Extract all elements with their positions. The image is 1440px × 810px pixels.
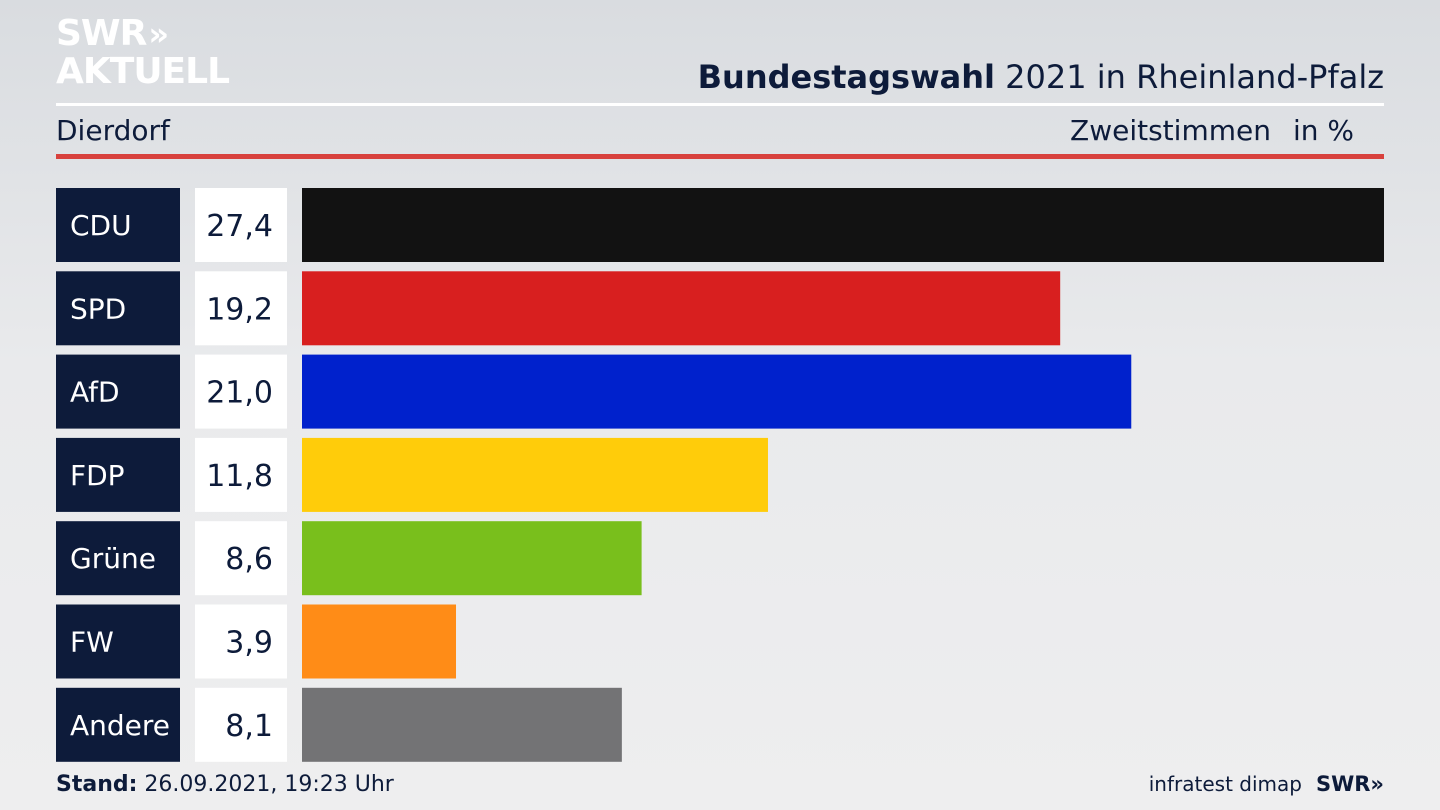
- page-title: Bundestagswahl 2021 in Rheinland-Pfalz: [698, 58, 1384, 96]
- party-label-box-fdp: [56, 437, 180, 512]
- party-label-grne: Grüne: [70, 542, 156, 575]
- party-label-box-fw: [56, 604, 180, 679]
- measure-label: Zweitstimmen in %: [1070, 114, 1354, 147]
- logo-swr-text: SWR: [56, 13, 147, 54]
- value-box-andere: [195, 687, 287, 762]
- footer-brand-text: SWR: [1315, 772, 1371, 796]
- party-label-box-grne: [56, 521, 180, 596]
- unit-text: in %: [1292, 114, 1354, 147]
- stand-value: 26.09.2021, 19:23 Uhr: [137, 772, 394, 797]
- title-rest: 2021 in Rheinland-Pfalz: [995, 58, 1384, 96]
- value-box-cdu: [195, 188, 287, 262]
- source-label: infratest dimap: [1148, 772, 1302, 796]
- value-box-afd: [195, 354, 287, 429]
- bar-cdu: [302, 188, 1384, 262]
- region-label: Dierdorf: [56, 114, 170, 147]
- subheader-divider: [56, 154, 1384, 159]
- party-label-afd: AfD: [70, 376, 120, 409]
- party-label-fw: FW: [70, 626, 114, 659]
- bar-spd: [302, 271, 1061, 346]
- measure-text: Zweitstimmen: [1070, 114, 1271, 147]
- value-label-grne: 8,6: [225, 542, 273, 577]
- party-label-cdu: CDU: [70, 209, 132, 242]
- logo-aktuell-text: AKTUELL: [56, 51, 230, 92]
- value-label-fw: 3,9: [225, 626, 273, 661]
- value-box-spd: [195, 271, 287, 346]
- bar-fw: [302, 604, 457, 679]
- timestamp: Stand: 26.09.2021, 19:23 Uhr: [56, 772, 394, 797]
- party-label-box-andere: [56, 687, 180, 762]
- value-label-afd: 21,0: [206, 376, 273, 411]
- value-label-fdp: 11,8: [206, 459, 273, 494]
- party-label-box-afd: [56, 354, 180, 429]
- title-bold: Bundestagswahl: [697, 58, 995, 96]
- value-box-fdp: [195, 437, 287, 512]
- value-label-spd: 19,2: [206, 292, 273, 327]
- stand-label: Stand:: [56, 772, 138, 797]
- value-box-fw: [195, 604, 287, 679]
- party-label-box-spd: [56, 271, 180, 346]
- bar-afd: [302, 354, 1132, 429]
- party-label-fdp: FDP: [70, 459, 125, 492]
- value-label-cdu: 27,4: [206, 209, 273, 244]
- value-label-andere: 8,1: [225, 709, 273, 744]
- party-label-spd: SPD: [70, 292, 126, 325]
- bar-fdp: [302, 437, 768, 512]
- header-divider: [56, 103, 1384, 106]
- party-label-andere: Andere: [70, 709, 170, 742]
- bar-andere: [302, 687, 622, 762]
- source-credit: infratest dimap SWR»: [1149, 772, 1384, 796]
- party-label-box-cdu: [56, 188, 180, 262]
- value-box-grne: [195, 521, 287, 596]
- swr-aktuell-logo: SWR» AKTUELL: [56, 13, 230, 92]
- footer-swr-logo: SWR»: [1315, 772, 1384, 796]
- bar-grne: [302, 521, 642, 596]
